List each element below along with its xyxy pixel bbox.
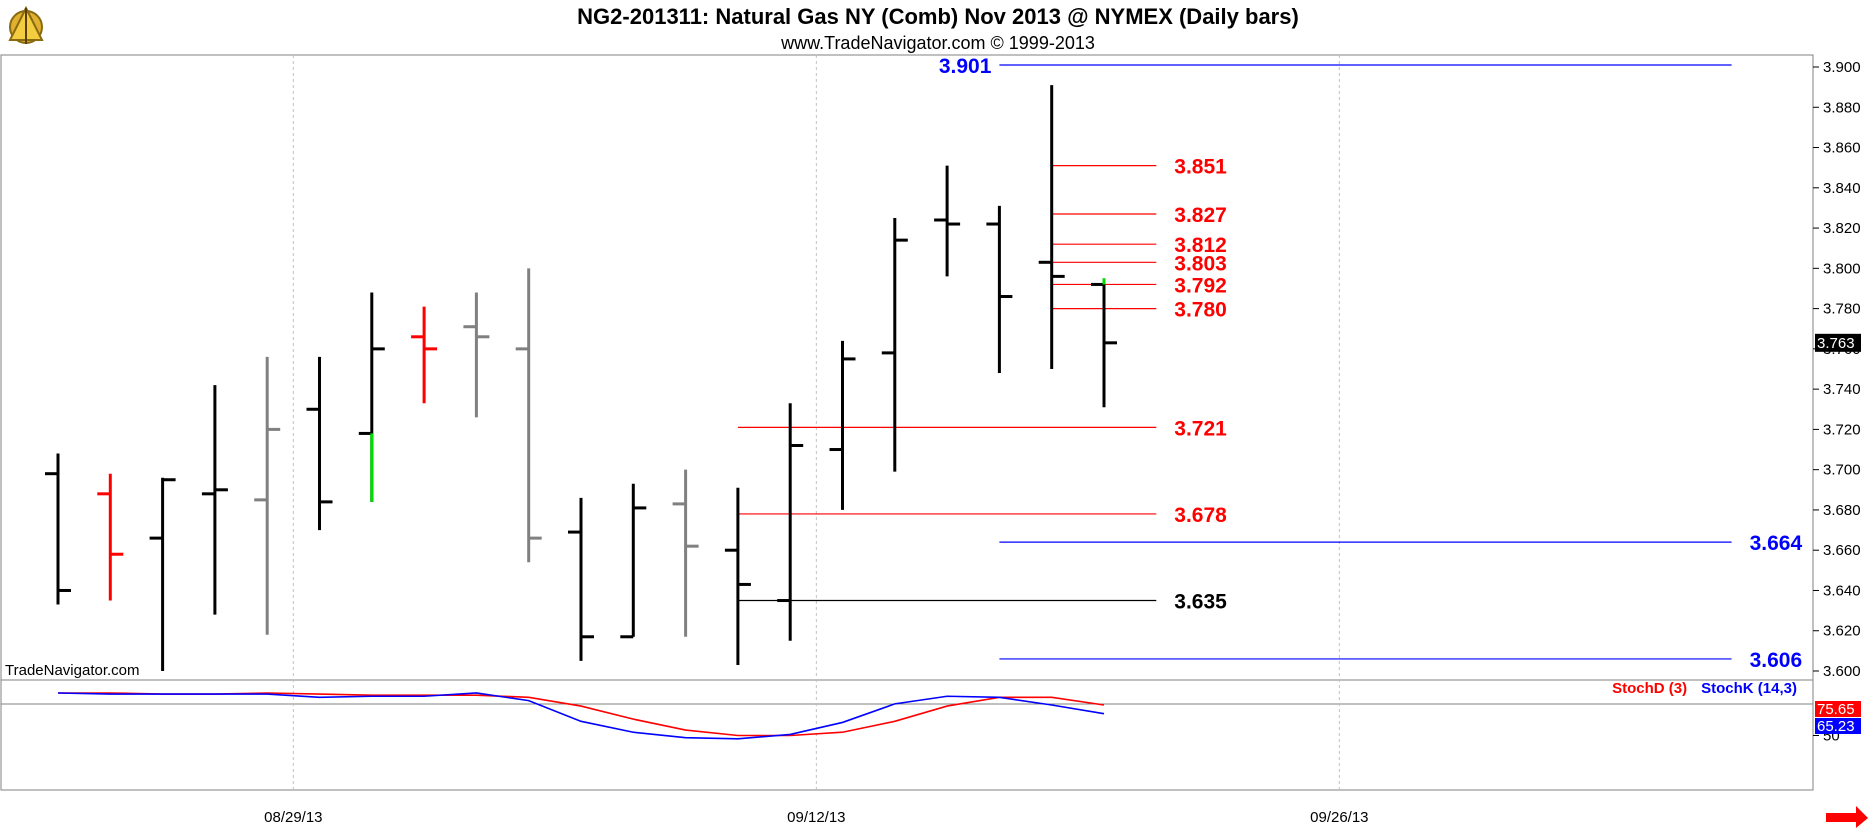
ohlc-bar [45,453,71,605]
date-tick-label: 09/12/13 [787,809,845,826]
last-price-label: 3.763 [1817,335,1855,352]
level-label: 3.803 [1174,252,1227,275]
ohlc-bar [306,356,333,531]
price-tick-label: 3.820 [1823,220,1861,237]
level-label: 3.678 [1174,504,1227,527]
stochd-value-badge [1815,701,1861,717]
ohlc-bar [411,306,438,404]
stoch-series-line [58,692,1105,737]
price-tick-label: 3.620 [1823,623,1861,640]
ohlc-bar [620,483,647,639]
stoch-series-line [57,692,1105,740]
ohlc-bar [97,473,124,601]
price-tick-label: 3.780 [1823,301,1861,318]
level-label: 3.792 [1174,274,1227,297]
level-label: 3.901 [939,55,992,78]
level-label: 3.812 [1174,234,1227,257]
ohlc-bar [777,403,804,641]
price-tick-label: 3.600 [1823,663,1861,680]
date-tick-label: 09/26/13 [1310,809,1368,826]
price-tick-label: 3.700 [1823,462,1861,479]
level-label: 3.635 [1174,591,1227,614]
ohlc-bar [829,340,856,510]
scroll-right-icon[interactable] [1826,806,1868,828]
stochk-value-badge [1815,718,1861,734]
ohlc-bar [724,487,751,665]
ohlc-bar [149,477,176,671]
stochk-value-badge-label: 65.23 [1817,718,1855,735]
ohlc-bar [934,165,961,277]
price-tick-label: 3.840 [1823,180,1861,197]
ohlc-bar [881,218,908,472]
last-price-badge [1815,333,1861,352]
ohlc-bar [986,205,1013,374]
stoch-legend-item: StochK (14,3) [1701,680,1797,697]
level-label: 3.827 [1174,204,1227,227]
stochd-value-badge-label: 75.65 [1817,701,1855,718]
price-tick-label: 3.640 [1823,582,1861,599]
price-panel-frame [0,54,1814,681]
watermark: TradeNavigator.com [5,662,140,679]
date-tick-label: 08/29/13 [264,809,322,826]
ohlc-bar [1091,278,1117,408]
ohlc-bar [672,469,699,637]
ohlc-bar [463,292,490,418]
level-label: 3.721 [1174,417,1227,440]
price-tick-label: 3.900 [1823,59,1861,76]
price-tick-label: 3.720 [1823,421,1861,438]
ohlc-bar [201,385,228,615]
level-label: 3.664 [1750,532,1803,555]
ohlc-bar [358,292,385,502]
ohlc-bar [515,268,542,563]
price-tick-label: 3.660 [1823,542,1861,559]
price-tick-label: 3.880 [1823,99,1861,116]
level-label: 3.851 [1174,156,1227,179]
ohlc-bar [254,356,281,635]
indicator-panel-frame [0,679,1814,791]
ohlc-bar [1038,85,1065,369]
chart-title: NG2-201311: Natural Gas NY (Comb) Nov 20… [577,4,1299,29]
level-label: 3.780 [1174,299,1227,322]
stoch-legend-item: StochD (3) [1612,680,1687,697]
level-label: 3.606 [1750,649,1803,672]
sextant-logo-icon [8,5,44,44]
chart-subtitle: www.TradeNavigator.com © 1999-2013 [780,33,1095,53]
price-tick-label: 3.800 [1823,260,1861,277]
ohlc-bar [568,497,594,661]
price-tick-label: 3.860 [1823,140,1861,157]
price-tick-label: 3.680 [1823,502,1861,519]
price-tick-label: 3.740 [1823,381,1861,398]
